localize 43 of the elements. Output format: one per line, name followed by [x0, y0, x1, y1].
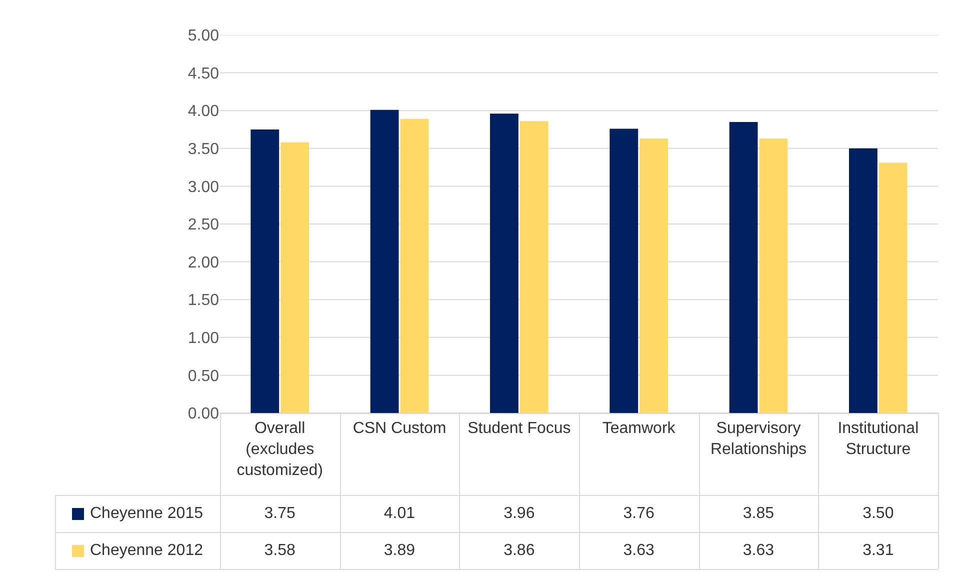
bar — [849, 148, 878, 413]
data-label: 3.63 — [742, 540, 776, 560]
bar — [878, 162, 908, 413]
bar — [520, 121, 548, 413]
y-tick-label: 2.00 — [188, 254, 220, 272]
data-label: 3.85 — [742, 504, 776, 524]
data-label: 3.76 — [622, 504, 656, 524]
data-label: 4.01 — [382, 504, 416, 524]
x-tick-label: Institutional Structure — [838, 420, 919, 458]
data-label: 3.75 — [263, 504, 296, 524]
y-tick-label: 1.50 — [188, 292, 220, 310]
data-label: 3.58 — [263, 540, 296, 560]
bar — [610, 128, 638, 413]
data-label: 3.63 — [622, 540, 656, 560]
legend-label: Cheyenne 2012 — [90, 542, 203, 560]
y-tick-label: 3.00 — [188, 178, 220, 196]
y-tick-label: 5.00 — [188, 28, 220, 45]
x-tick-label: Student Focus — [468, 420, 571, 438]
y-tick-label: 0.00 — [188, 406, 220, 423]
x-tick-label: Overall (excludes customized) — [236, 420, 323, 479]
legend-label: Cheyenne 2015 — [90, 504, 203, 522]
bar — [729, 122, 758, 413]
y-tick-label: 0.50 — [188, 368, 220, 385]
x-tick-label: CSN Custom — [352, 420, 446, 438]
x-tick-label: Teamwork — [602, 420, 676, 438]
x-tick-label: Supervisory Relationships — [710, 420, 807, 458]
y-tick-label: 2.50 — [188, 216, 220, 234]
bar — [759, 138, 788, 413]
y-tick-label: 4.00 — [188, 103, 220, 120]
bar — [640, 138, 668, 413]
data-label: 3.31 — [862, 540, 895, 560]
data-label: 3.89 — [382, 540, 416, 560]
bar — [400, 118, 429, 413]
bar — [370, 110, 399, 413]
data-label: 3.86 — [502, 540, 536, 560]
bar — [280, 142, 309, 413]
y-tick-label: 1.00 — [188, 330, 220, 347]
data-label: 3.50 — [862, 504, 895, 524]
bar — [250, 130, 280, 413]
data-label: 3.96 — [502, 504, 536, 524]
bar — [490, 114, 518, 413]
y-tick-label: 3.50 — [188, 141, 220, 158]
y-tick-label: 4.50 — [188, 65, 220, 82]
